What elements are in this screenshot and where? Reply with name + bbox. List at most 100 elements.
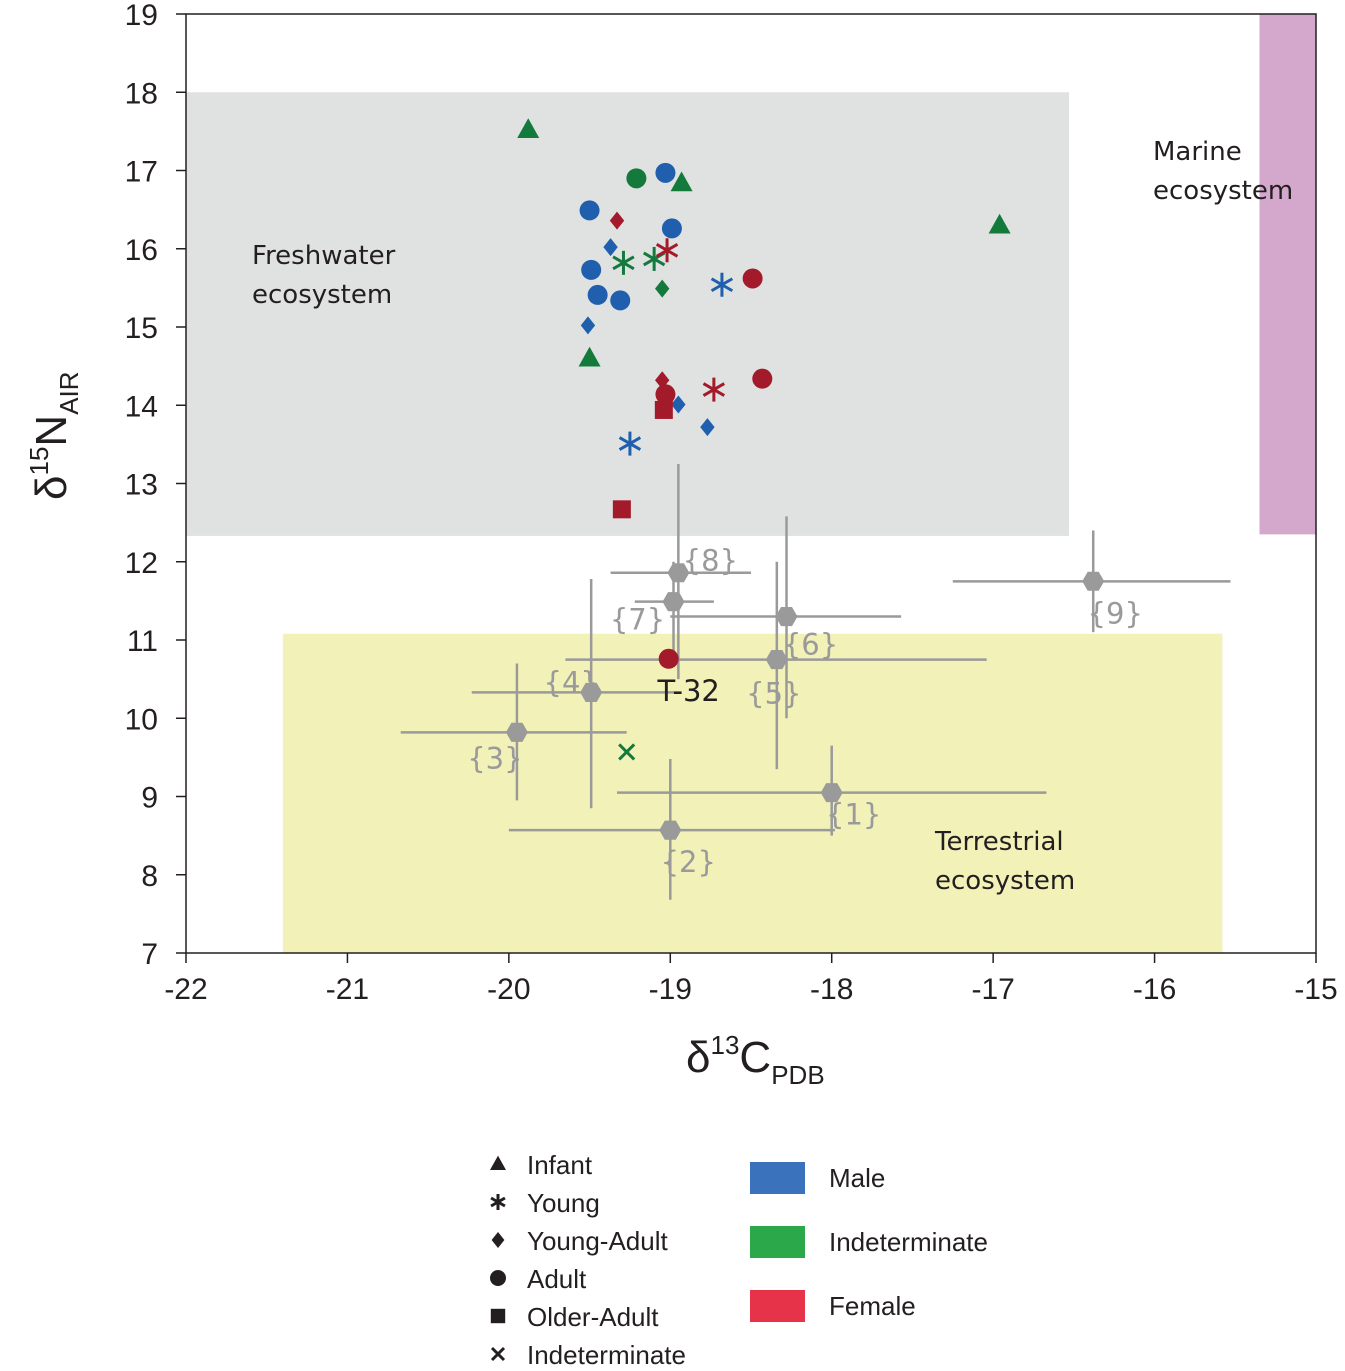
legend-item-young: Young xyxy=(490,1188,600,1218)
data-point xyxy=(626,168,647,189)
ecosystem-regions xyxy=(186,14,1316,953)
reference-marker xyxy=(580,682,603,702)
legend-label: Male xyxy=(829,1163,885,1193)
legend: Infant Young Young-Adult Adult Older-Adult In… xyxy=(490,1150,988,1370)
x-axis-title-sup: 13 xyxy=(711,1030,740,1060)
legend-marker xyxy=(490,1308,506,1324)
y-tick-label: 12 xyxy=(125,547,158,580)
x-axis-title: δ13CPDB xyxy=(686,1030,825,1090)
sample-points: T-32 xyxy=(517,118,1011,761)
region-label-marine: Marine ecosystem xyxy=(1153,137,1293,206)
asterisk-stroke xyxy=(618,436,642,451)
reference-marker xyxy=(1082,571,1105,591)
legend-label: Adult xyxy=(527,1264,587,1294)
reference-point: {2} xyxy=(508,758,835,900)
reference-point: {6} xyxy=(670,516,902,719)
data-point xyxy=(618,431,642,456)
data-point xyxy=(752,368,773,389)
legend-marker xyxy=(490,1155,506,1170)
legend-label: Indeterminate xyxy=(829,1227,988,1257)
y-tick-label: 16 xyxy=(125,234,158,267)
reference-point: {9} xyxy=(952,530,1231,633)
reference-marker xyxy=(662,592,685,612)
asterisk-stroke xyxy=(612,255,635,271)
region-label-freshwater: Freshwater ecosystem xyxy=(252,241,396,310)
y-axis-title: δ15NAIR xyxy=(24,371,84,500)
data-point xyxy=(579,200,600,221)
data-point xyxy=(671,395,686,414)
legend-item-older-adult: Older-Adult xyxy=(490,1302,659,1332)
legend-item-sex-male: Male xyxy=(750,1162,885,1194)
cross-stroke xyxy=(618,743,636,761)
reference-label: {4} xyxy=(544,665,599,699)
y-tick-label: 18 xyxy=(125,77,158,110)
x-tick-label: -15 xyxy=(1294,973,1337,1006)
y-axis-title-letter: N xyxy=(27,415,76,447)
region-label-line: Terrestrial xyxy=(934,827,1064,857)
data-point xyxy=(710,272,734,297)
reference-marker xyxy=(820,783,843,803)
y-axis-title-sup: 15 xyxy=(24,447,54,476)
legend-label: Young xyxy=(527,1188,600,1218)
y-tick-label: 9 xyxy=(141,782,158,815)
reference-point: {3} xyxy=(400,663,627,801)
reference-label: {6} xyxy=(783,628,838,662)
data-point xyxy=(670,171,693,192)
data-point xyxy=(603,238,618,257)
y-axis-ticks: 7 8 9 10 11 12 13 14 15 16 17 18 19 xyxy=(125,0,186,971)
x-tick-label: -22 xyxy=(164,973,207,1006)
region-label-line: Freshwater xyxy=(252,241,396,271)
x-axis-title-main: δ xyxy=(686,1033,711,1082)
legend-marker xyxy=(491,1232,505,1248)
legend-marker xyxy=(490,1194,506,1210)
reference-label: {1} xyxy=(826,798,881,832)
data-point xyxy=(581,259,602,280)
legend-item-young-adult: Young-Adult xyxy=(491,1226,668,1256)
x-tick-label: -21 xyxy=(326,973,369,1006)
data-point xyxy=(655,371,670,390)
reference-marker xyxy=(765,650,788,670)
legend-label: Young-Adult xyxy=(527,1226,668,1256)
asterisk-stroke xyxy=(702,382,726,397)
ecosystem-labels: Freshwater ecosystem Terrestrial ecosystem M… xyxy=(252,137,1293,896)
y-tick-label: 8 xyxy=(141,860,158,893)
data-point xyxy=(580,316,596,335)
legend-swatch xyxy=(750,1226,805,1258)
data-point xyxy=(612,500,631,519)
data-point xyxy=(661,218,682,239)
y-tick-label: 11 xyxy=(127,625,158,658)
reference-marker xyxy=(667,563,690,583)
y-tick-label: 19 xyxy=(125,0,158,32)
data-point xyxy=(655,279,670,298)
region-freshwater xyxy=(186,92,1070,536)
reference-label: {3} xyxy=(467,741,522,775)
reference-point: {8} xyxy=(610,463,751,680)
reference-label: {2} xyxy=(661,845,716,879)
y-tick-label: 13 xyxy=(125,469,158,502)
legend-item-indeterminate: Indeterminate xyxy=(490,1340,686,1370)
y-tick-label: 14 xyxy=(125,390,158,423)
y-tick-label: 15 xyxy=(125,312,158,345)
region-label-line: ecosystem xyxy=(935,866,1075,896)
legend-item-infant: Infant xyxy=(490,1150,593,1180)
legend-label: Older-Adult xyxy=(527,1302,659,1332)
region-label-line: Marine xyxy=(1153,137,1242,167)
x-tick-label: -17 xyxy=(971,973,1014,1006)
data-point xyxy=(609,211,625,230)
region-label-terrestrial: Terrestrial ecosystem xyxy=(934,827,1075,896)
asterisk-stroke xyxy=(490,1196,506,1208)
reference-point: {1} xyxy=(617,745,1047,836)
region-marine xyxy=(1259,14,1316,535)
legend-label: Indeterminate xyxy=(527,1340,686,1370)
data-point xyxy=(742,268,763,289)
data-point xyxy=(658,648,679,669)
data-point xyxy=(610,290,631,311)
data-point xyxy=(517,118,540,139)
region-label-line: ecosystem xyxy=(252,280,392,310)
data-point xyxy=(702,377,726,402)
reference-point: {4} xyxy=(471,578,682,809)
data-point xyxy=(578,346,601,367)
data-point-label: T-32 xyxy=(656,674,719,708)
x-tick-label: -20 xyxy=(487,973,530,1006)
